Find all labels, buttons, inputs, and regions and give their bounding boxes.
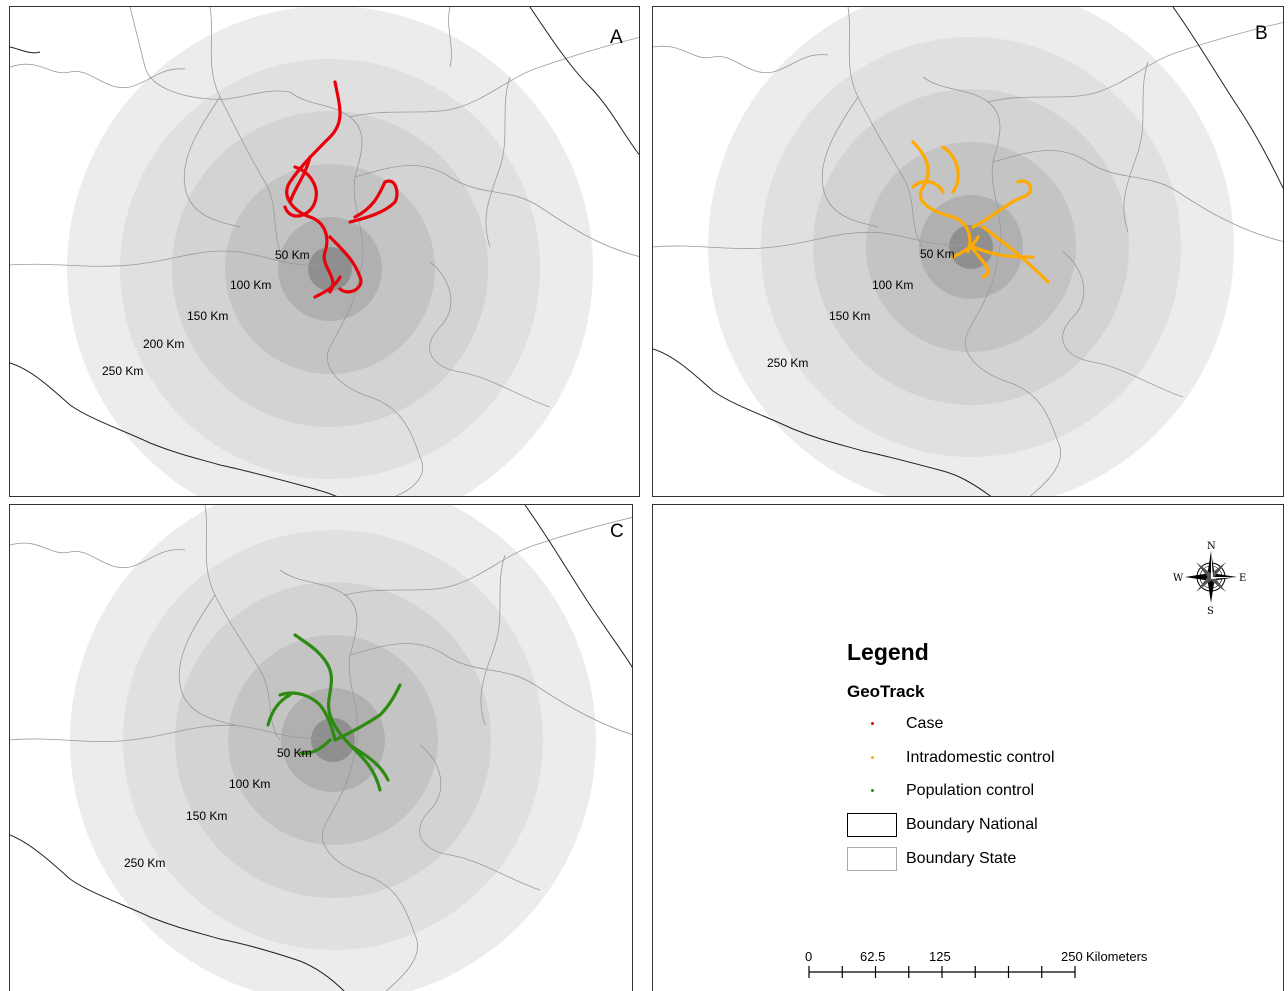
legend-item-intradomestic-control: Intradomestic control xyxy=(847,745,1055,771)
ring-center xyxy=(311,718,355,762)
legend-item-boundary-national: Boundary National xyxy=(847,812,1038,838)
coastline xyxy=(10,7,639,496)
panel-letter: B xyxy=(1255,23,1268,44)
state-boundaries xyxy=(10,7,639,496)
map-canvas-c: 50 Km 100 Km 150 Km 250 Km xyxy=(10,505,632,991)
scale-unit: Kilometers xyxy=(1086,949,1148,964)
ring-label: 150 Km xyxy=(829,309,870,323)
compass-n: N xyxy=(1207,541,1216,552)
compass-e: E xyxy=(1239,573,1246,584)
legend-item-label: Case xyxy=(906,715,944,732)
boundary-national-swatch xyxy=(847,813,897,837)
coastline xyxy=(653,7,1283,496)
map-canvas-b: 50 Km 100 Km 150 Km 250 Km xyxy=(653,7,1283,496)
state-boundaries xyxy=(653,7,1283,496)
ring-label: 50 Km xyxy=(920,247,955,261)
coastline xyxy=(10,505,632,991)
ring-labels: 50 Km 100 Km 150 Km 250 Km xyxy=(767,247,955,370)
ring-center xyxy=(308,247,352,291)
ring-label: 250 Km xyxy=(102,364,143,378)
legend-subtitle: GeoTrack xyxy=(847,682,925,701)
boundary-state-swatch xyxy=(847,847,897,871)
legend-item-population-control: Population control xyxy=(847,778,1034,804)
distance-rings xyxy=(708,7,1234,496)
point-symbol-icon xyxy=(847,746,897,770)
legend-title: Legend xyxy=(847,639,929,665)
map-canvas-a: 50 Km 100 Km 150 Km 200 Km 250 Km xyxy=(10,7,639,496)
scale-bar: 0 62.5 125 250 Kilometers xyxy=(805,949,1148,978)
ring-label: 200 Km xyxy=(143,337,184,351)
ring-labels: 50 Km 100 Km 150 Km 250 Km xyxy=(124,746,312,870)
compass-rose-icon: N S E W xyxy=(1173,541,1246,617)
legend-item-case: Case xyxy=(847,711,943,737)
map-panel-c: 50 Km 100 Km 150 Km 250 Km C xyxy=(9,504,633,991)
map-panel-b: 50 Km 100 Km 150 Km 250 Km B xyxy=(652,6,1284,497)
ring-label: 50 Km xyxy=(277,746,312,760)
track-case xyxy=(283,80,399,299)
legend-item-label: Boundary National xyxy=(906,816,1038,833)
ring-label: 250 Km xyxy=(767,356,808,370)
legend-item-boundary-state: Boundary State xyxy=(847,846,1016,872)
scale-label: 0 xyxy=(805,949,812,964)
scale-label: 62.5 xyxy=(860,949,885,964)
point-symbol-icon xyxy=(847,779,897,803)
legend-item-label: Intradomestic control xyxy=(906,749,1055,766)
panel-letter: A xyxy=(610,27,623,48)
compass-w: W xyxy=(1173,573,1184,584)
ring-label: 150 Km xyxy=(186,809,227,823)
panel-letter: C xyxy=(610,521,624,542)
ring-label: 250 Km xyxy=(124,856,165,870)
state-boundaries xyxy=(10,505,632,991)
scale-label: 250 xyxy=(1061,949,1083,964)
ring-labels: 50 Km 100 Km 150 Km 200 Km 250 Km xyxy=(102,248,310,378)
compass-s: S xyxy=(1207,606,1214,617)
ring-label: 50 Km xyxy=(275,248,310,262)
scale-label: 125 xyxy=(929,949,951,964)
point-symbol-icon xyxy=(847,712,897,736)
ring-label: 150 Km xyxy=(187,309,228,323)
distance-rings xyxy=(67,7,593,496)
track-population-control xyxy=(266,633,402,792)
ring-label: 100 Km xyxy=(230,278,271,292)
ring-label: 100 Km xyxy=(229,777,270,791)
distance-rings xyxy=(70,505,596,991)
map-panel-a: 50 Km 100 Km 150 Km 200 Km 250 Km A xyxy=(9,6,640,497)
track-intradomestic-control xyxy=(911,140,1050,284)
ring-label: 100 Km xyxy=(872,278,913,292)
legend-item-label: Boundary State xyxy=(906,850,1017,867)
legend-panel: N S E W 0 62.5 125 250 Kilometers Legend… xyxy=(652,504,1284,991)
legend-canvas: N S E W 0 62.5 125 250 Kilometers xyxy=(805,541,1246,978)
legend-item-label: Population control xyxy=(906,782,1035,799)
